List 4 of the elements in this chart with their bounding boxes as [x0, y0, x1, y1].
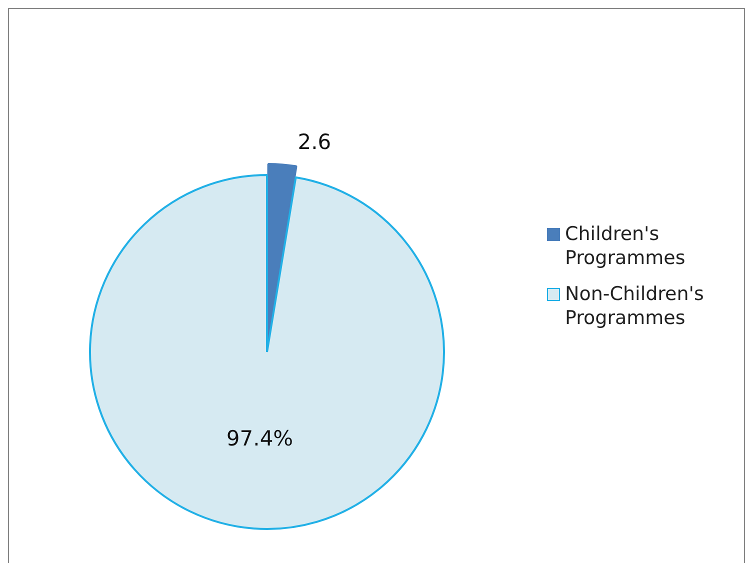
data-label: 97.4% — [226, 426, 294, 451]
data-label: 2.6 — [298, 130, 332, 154]
legend-label: Children's Programmes — [565, 222, 686, 270]
legend-label: Non-Children's Programmes — [565, 282, 705, 330]
